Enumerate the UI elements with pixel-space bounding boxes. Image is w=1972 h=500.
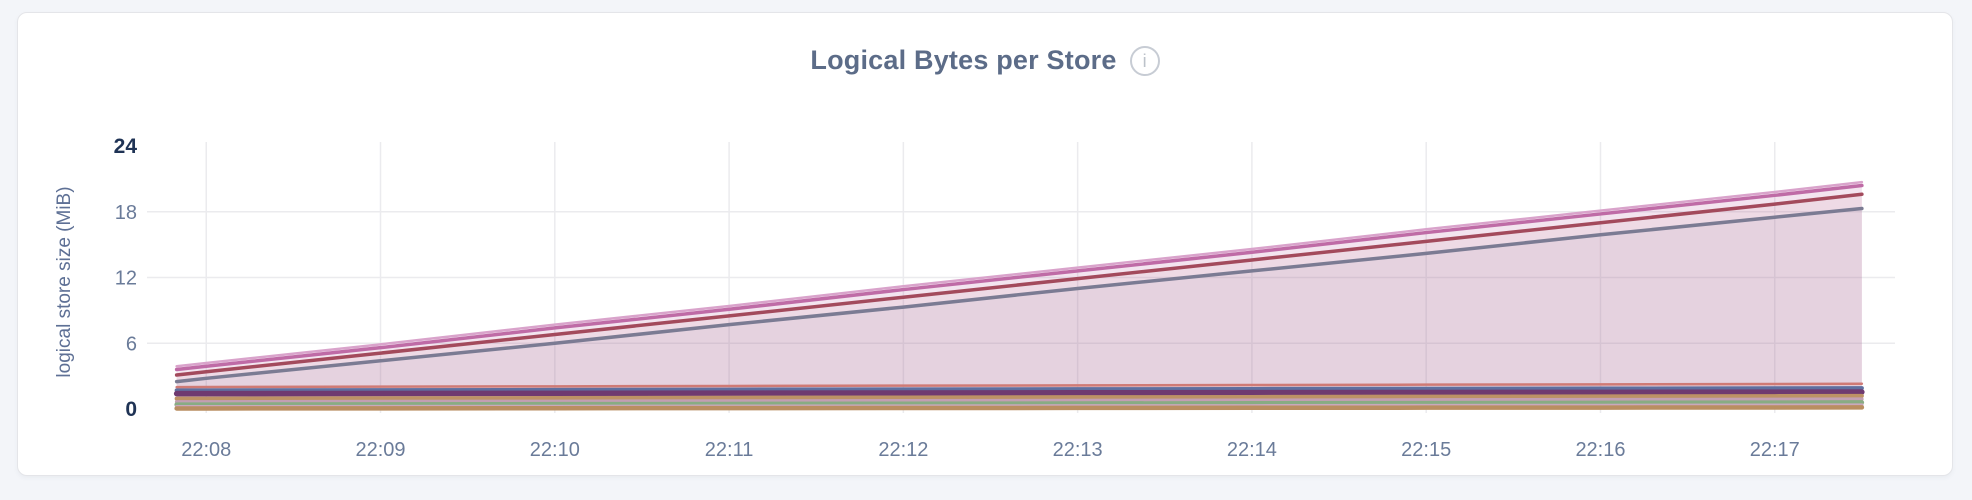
y-axis-tick-label: 0	[125, 398, 137, 421]
series-store-crimson-line	[174, 192, 1864, 377]
x-axis-tick-label: 22:13	[1053, 439, 1103, 461]
series-store-salmon-line	[175, 382, 1864, 389]
y-axis-tick-label: 6	[126, 333, 137, 355]
x-axis-tick-label: 22:12	[878, 439, 928, 461]
chart-plot[interactable]: 22:08 22:09 22:10 22:11 22:12 22:13 22:14 22:15…	[85, 106, 1945, 474]
y-axis-tick-label: 12	[115, 268, 137, 290]
series-store-slate-area	[176, 208, 1862, 409]
series-store-plum-line	[173, 389, 1865, 397]
chart-title: Logical Bytes per Store	[810, 45, 1117, 75]
chart-header: Logical Bytes per Store i	[18, 45, 1952, 76]
info-icon[interactable]: i	[1129, 45, 1160, 76]
series-store-green-line	[174, 400, 1865, 407]
series-store-rose-line	[174, 397, 1864, 404]
x-axis-tick-label: 22:16	[1575, 439, 1625, 461]
series-store-pink-light-line	[175, 180, 1864, 368]
x-axis-tick-label: 22:10	[530, 439, 580, 461]
x-axis-tick-label: 22:17	[1750, 439, 1800, 461]
series-store-amber-line	[174, 405, 1865, 411]
y-axis-label: logical store size (MiB)	[54, 186, 75, 378]
x-axis-tick-label: 22:15	[1401, 439, 1451, 461]
chart-card: Logical Bytes per Store i logical store …	[17, 12, 1953, 476]
series-store-blue-line	[174, 386, 1864, 393]
series-store-slate-line	[174, 206, 1864, 384]
series-store-crimson-area	[176, 194, 1862, 409]
series-store-tan-line	[174, 393, 1864, 401]
y-axis-tick-label: 24	[114, 135, 138, 158]
series-store-pink-line	[174, 183, 1864, 372]
x-axis-tick-label: 22:09	[356, 439, 406, 461]
x-axis-tick-label: 22:14	[1227, 439, 1277, 461]
y-axis-tick-label: 18	[115, 202, 137, 224]
x-axis-tick-label: 22:11	[705, 439, 754, 461]
x-axis-tick-label: 22:08	[181, 439, 231, 461]
